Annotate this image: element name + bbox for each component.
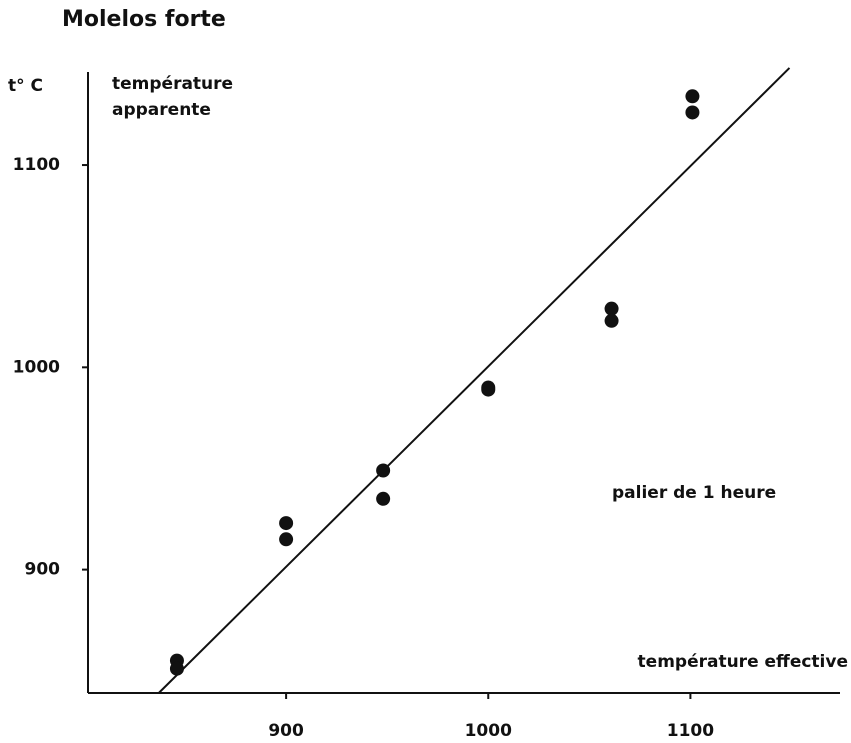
chart-title: Molelos forte	[62, 7, 226, 32]
point	[685, 105, 700, 120]
y-axis-note: température	[112, 74, 233, 94]
point	[685, 89, 700, 104]
point	[604, 313, 619, 328]
annotation: palier de 1 heure	[612, 483, 776, 503]
x-tick-label: 900	[268, 721, 304, 741]
x-tick-label: 1000	[465, 721, 512, 741]
point	[481, 382, 496, 397]
point	[169, 661, 184, 676]
point	[279, 516, 294, 531]
y-tick-label: 1000	[13, 357, 60, 377]
point	[604, 301, 619, 316]
x-axis-label: température effective	[638, 652, 848, 672]
x-tick-label: 1100	[667, 721, 714, 741]
fit-line	[158, 67, 791, 694]
point	[376, 491, 391, 506]
point	[279, 532, 294, 547]
y-axis-label: t° C	[8, 76, 43, 96]
y-tick-label: 900	[25, 560, 61, 580]
y-tick-label: 1100	[13, 155, 60, 175]
point	[376, 463, 391, 478]
y-axis-note: apparente	[112, 100, 211, 120]
